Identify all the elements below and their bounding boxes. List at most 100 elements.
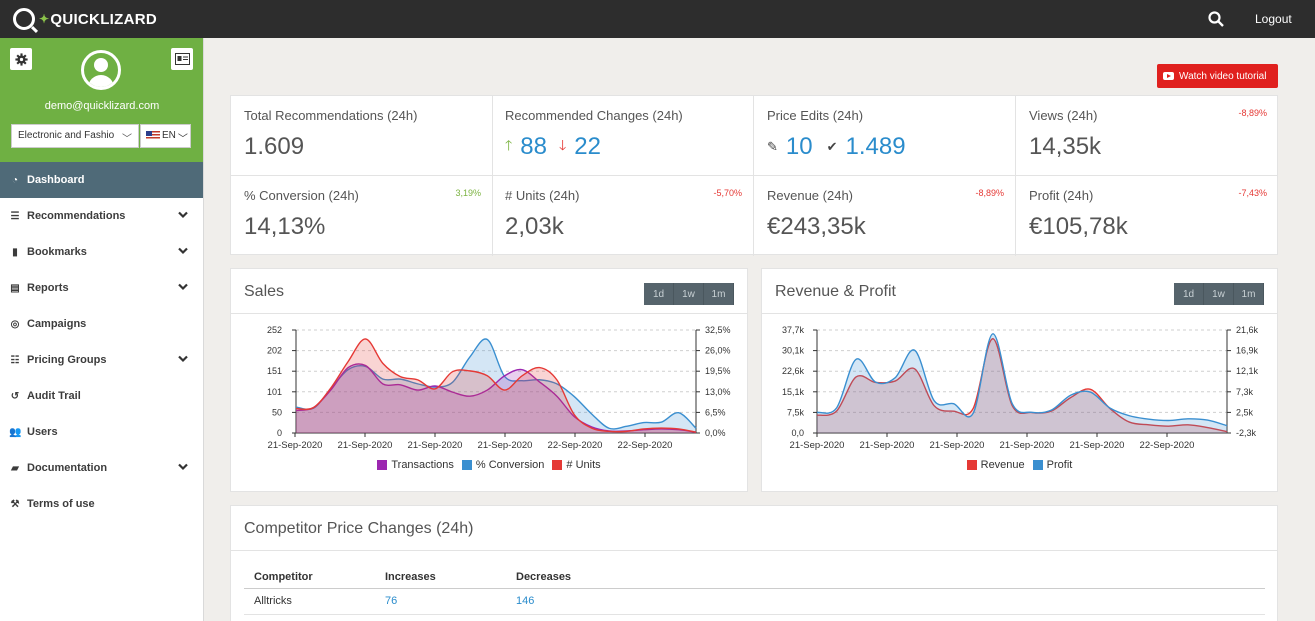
settings-button[interactable] [10,48,32,70]
x-tick-label: 21-Sep-2020 [338,440,393,451]
y-right-tick-label: 16,9k [1236,346,1259,356]
sidebar-item-audit-trail[interactable]: ↺ Audit Trail [0,378,203,414]
series-area--units [296,338,696,433]
chevron-down-icon[interactable] [178,246,188,258]
range-1d-button[interactable]: 1d [644,283,674,305]
decreases-link[interactable]: 146 [506,588,1265,615]
legend-item[interactable]: Transactions [377,459,454,471]
language-select[interactable]: EN ﹀ [140,124,191,148]
stat-label: Recommended Changes (24h) [505,108,683,123]
table-row: Alltricks 76 146 [244,588,1265,615]
stat-total-recommendations[interactable]: Total Recommendations (24h) 1.609 [231,96,493,176]
avatar[interactable] [81,50,121,90]
y-right-tick-label: 21,6k [1236,325,1259,335]
stat-price-edits[interactable]: Price Edits (24h) ✎ 10 ✔ 1.489 [754,96,1016,176]
sidebar-item-label: Users [27,426,58,438]
legend-swatch [1032,460,1043,470]
gear-icon [14,52,28,66]
language-value: EN [162,130,176,141]
gavel-icon: ⚒ [10,498,20,510]
series-area-transactions [296,363,696,433]
changes-up-value: 88 [520,133,547,160]
y-right-tick-label: 13,0% [705,387,731,397]
column-header[interactable]: Increases [375,566,506,589]
legend-item[interactable]: Profit [1032,459,1072,471]
y-left-tick-label: 151 [267,366,282,376]
series-line--conversion[interactable] [295,338,697,430]
competitor-table: Competitor Increases Decreases Alltricks… [244,566,1265,615]
stat-profit[interactable]: Profit (24h) €105,78k -7,43% [1016,176,1278,256]
legend-swatch [461,460,472,470]
stat-change: 3,19% [455,188,481,198]
series-line--units[interactable] [295,338,697,433]
sidebar-item-recommendations[interactable]: ☰ Recommendations [0,198,203,234]
column-header[interactable]: Competitor [244,566,375,589]
stat-units[interactable]: # Units (24h) 2,03k -5,70% [492,176,754,256]
chevron-down-icon[interactable] [178,462,188,474]
y-right-tick-label: 26,0% [705,346,731,356]
range-1w-button[interactable]: 1w [674,283,704,305]
x-tick-label: 21-Sep-2020 [1070,440,1125,451]
legend-label: % Conversion [475,459,545,471]
arrow-up-icon: 🡑 [505,137,513,153]
stat-views[interactable]: Views (24h) 14,35k -8,89% [1016,96,1278,176]
range-1m-button[interactable]: 1m [704,283,734,305]
chevron-down-icon[interactable] [178,282,188,294]
sidebar-item-dashboard[interactable]: ◔ Dashboard [0,162,203,198]
logout-link[interactable]: Logout [1255,12,1292,26]
legend-item[interactable]: # Units [552,459,601,471]
stat-recommended-changes[interactable]: Recommended Changes (24h) 🡑 88 🡓 22 [492,96,754,176]
stat-label: Total Recommendations (24h) [244,108,418,123]
chevron-down-icon[interactable] [178,210,188,222]
changes-down-value: 22 [574,133,601,160]
chevron-down-icon[interactable] [178,354,188,366]
sidebar-item-bookmarks[interactable]: ▮ Bookmarks [0,234,203,270]
stat-conversion[interactable]: % Conversion (24h) 14,13% 3,19% [231,176,493,256]
sidebar-nav: ◔ Dashboard ☰ Recommendations ▮ Bookmarks ▤ Rep… [0,162,203,522]
chevron-down-icon: ﹀ [122,134,132,145]
sidebar-item-documentation[interactable]: ▰ Documentation [0,450,203,486]
arrow-down-icon: 🡓 [558,137,567,153]
watch-tutorial-button[interactable]: Watch video tutorial [1157,64,1278,88]
y-left-tick-label: 30,1k [782,346,805,356]
range-1w-button[interactable]: 1w [1204,283,1234,305]
x-tick-label: 21-Sep-2020 [268,440,323,451]
sidebar-item-label: Dashboard [27,174,85,186]
profile-card-button[interactable] [171,48,193,70]
search-icon[interactable] [1208,11,1224,27]
app-logo[interactable]: ✦ QUICKLIZARD [13,8,157,30]
x-tick-label: 21-Sep-2020 [478,440,533,451]
check-icon: ✔ [826,139,838,154]
x-tick-label: 22-Sep-2020 [1140,440,1195,451]
category-select[interactable]: Electronic and Fashio ﹀ [11,124,139,148]
y-left-tick-label: 0,0 [791,428,804,438]
sidebar-item-reports[interactable]: ▤ Reports [0,270,203,306]
range-1m-button[interactable]: 1m [1234,283,1264,305]
legend-swatch [966,460,977,470]
users-icon: 👥 [9,426,22,438]
y-right-tick-label: 32,5% [705,325,731,335]
stat-label: Revenue (24h) [767,188,853,203]
range-1d-button[interactable]: 1d [1174,283,1204,305]
stat-label: Price Edits (24h) [767,108,864,123]
y-left-tick-label: 7,5k [787,407,805,417]
youtube-icon [1163,72,1174,80]
chevron-down-icon: ﹀ [177,134,188,145]
legend-item[interactable]: % Conversion [461,459,545,471]
stat-revenue[interactable]: Revenue (24h) €243,35k -8,89% [754,176,1016,256]
series-line-profit[interactable] [816,333,1228,427]
sidebar-item-users[interactable]: 👥 Users [0,414,203,450]
y-right-tick-label: 6,5% [705,407,726,417]
legend-item[interactable]: Revenue [966,459,1025,471]
revenue-profit-legend: Revenue Profit [762,459,1277,471]
us-flag-icon [146,131,160,140]
x-tick-label: 21-Sep-2020 [408,440,463,451]
sidebar-item-campaigns[interactable]: ◎ Campaigns [0,306,203,342]
stat-value: 1.609 [244,133,305,160]
sidebar-item-terms-of-use[interactable]: ⚒ Terms of use [0,486,203,522]
column-header[interactable]: Decreases [506,566,1265,589]
competitor-panel: Competitor Price Changes (24h) Competito… [230,505,1278,621]
sidebar-item-pricing-groups[interactable]: ☷ Pricing Groups [0,342,203,378]
increases-link[interactable]: 76 [375,588,506,615]
series-area--conversion [296,339,696,433]
